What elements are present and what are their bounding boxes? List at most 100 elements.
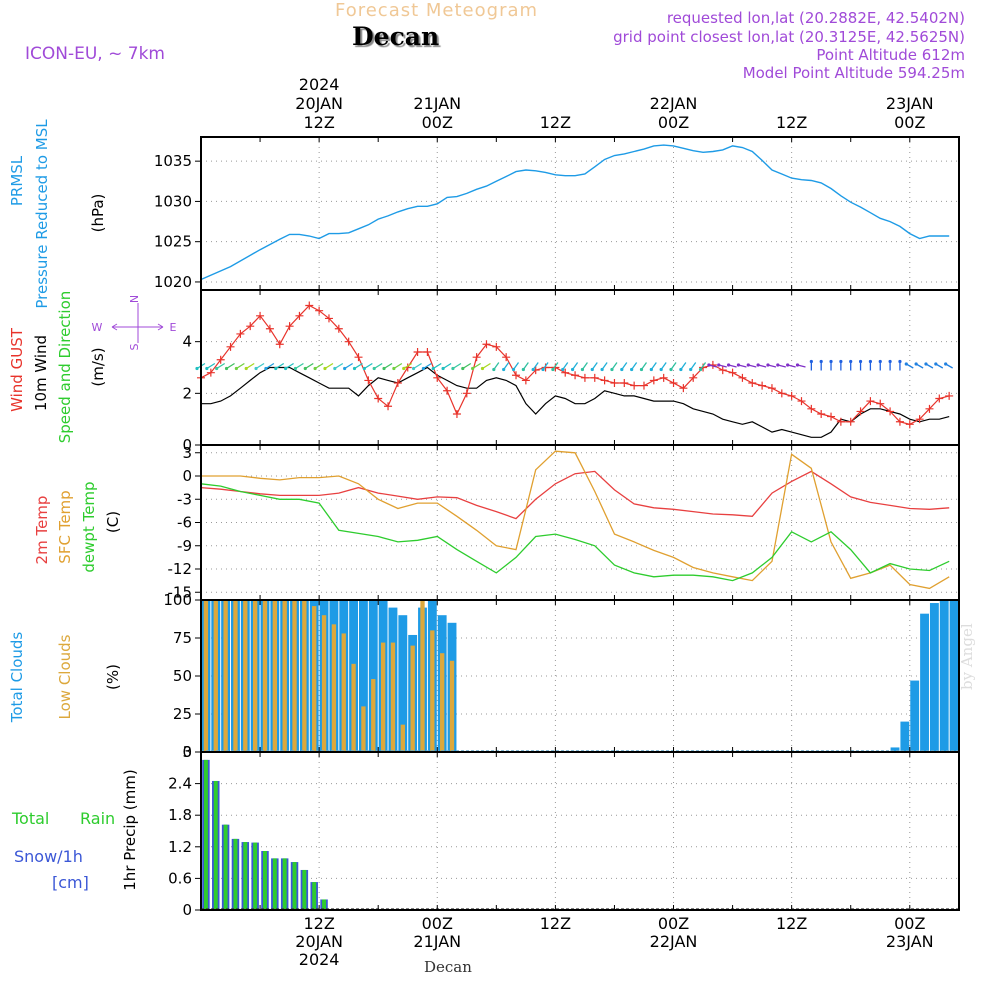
total-clouds-bar	[900, 721, 910, 752]
time-label-bottom: 12Z	[776, 914, 807, 933]
wind-arrow-head	[323, 366, 327, 371]
wind-gust-point	[876, 399, 885, 408]
wind-gust-point	[364, 376, 373, 385]
wind-gust-point	[512, 371, 521, 380]
low-clouds-bar	[252, 600, 258, 752]
time-label-top: 00Z	[894, 113, 925, 132]
y-tick-label: 1030	[154, 192, 192, 210]
low-clouds-bar	[440, 653, 445, 752]
low-clouds-bar	[233, 600, 238, 752]
wind-arrow-head	[521, 367, 525, 372]
wind-arrow-head	[756, 363, 760, 367]
wind-arrow-head	[492, 367, 496, 372]
wind-arrow-head	[382, 366, 386, 371]
wind-arrow-head	[234, 366, 238, 371]
total-clouds-label: Total Clouds	[8, 632, 26, 724]
wind-arrow-head	[421, 366, 426, 371]
time-label-top: 2024	[299, 75, 340, 94]
wind-arrow-head	[839, 359, 843, 364]
wind-gust-point	[462, 389, 471, 398]
y-tick-label: 1.8	[168, 806, 192, 824]
wind-gust-point	[758, 381, 767, 390]
wind-gust-point	[699, 363, 708, 372]
time-label-top: 12Z	[540, 113, 571, 132]
wind-gust-point	[275, 340, 284, 349]
wind-arrow-head	[352, 366, 357, 371]
wind-gust-point	[521, 376, 530, 385]
total-clouds-bar	[929, 603, 939, 752]
clouds-unit-label: (%)	[104, 664, 122, 690]
wind-arrow-head	[620, 367, 624, 372]
y-tick-label: 0	[182, 436, 192, 454]
y-tick-label: -15	[168, 583, 193, 601]
low-clouds-bar	[341, 633, 346, 752]
wind-arrow-head	[858, 359, 863, 364]
y-tick-label: 4	[182, 333, 192, 351]
wind-gust-point	[433, 373, 442, 382]
low-clouds-bar	[420, 600, 425, 752]
y-tick-label: 0	[182, 901, 192, 919]
wind-gust-point	[413, 348, 422, 356]
wind-gust-point	[393, 379, 402, 387]
total-clouds-bar	[890, 747, 900, 752]
y-tick-label: 1025	[154, 233, 192, 251]
low-clouds-bar	[400, 724, 405, 752]
panel-frame	[200, 444, 960, 601]
wind-arrow-head	[561, 367, 565, 372]
wind-gust-point	[777, 389, 786, 398]
low-clouds-bar	[371, 679, 376, 752]
wind-gust-point	[285, 322, 294, 331]
time-label-bottom: 12Z	[540, 914, 571, 933]
y-tick-label: 1035	[154, 152, 192, 170]
wind-arrow-head	[610, 367, 614, 372]
wind-arrow-head	[904, 362, 908, 366]
y-tick-label: 0	[182, 467, 192, 485]
wind-gust-point	[718, 366, 727, 375]
wind-gust-point	[669, 379, 678, 387]
wind-arrow-head	[531, 367, 535, 372]
time-label-top: 23JAN	[886, 94, 934, 113]
wind-arrow-head	[944, 362, 948, 366]
temp-2m-label: 2m Temp	[33, 496, 51, 565]
wind-gust-point	[639, 381, 648, 390]
wind-arrow-head	[441, 366, 445, 371]
total-clouds-bar	[358, 600, 368, 752]
wind-arrow-head	[570, 367, 575, 372]
low-clouds-bar	[410, 645, 415, 752]
wind-gust-point	[295, 311, 304, 320]
snow-label: Snow/1h	[14, 847, 83, 866]
wind-gust-point	[226, 342, 235, 351]
total-clouds-bar	[949, 600, 959, 752]
wind-gust-point	[856, 407, 865, 416]
low-clouds-bar	[203, 600, 209, 752]
total-clouds-bar	[920, 613, 929, 752]
time-label-bottom: 23JAN	[886, 932, 934, 951]
low-clouds-bar	[321, 615, 327, 752]
wind-arrow-head	[590, 367, 594, 372]
wind-gust-point	[384, 402, 393, 411]
wind-gust-point	[246, 322, 255, 331]
total-clouds-bar	[398, 615, 408, 752]
wind-gust-point	[551, 363, 560, 372]
wind-arrow-head	[451, 366, 455, 371]
low-clouds-bar	[243, 600, 248, 752]
wind-gust-point	[659, 373, 668, 382]
wind-arrow-head	[659, 367, 663, 372]
temp-unit-label: (C)	[104, 511, 122, 533]
rain-bar	[233, 838, 238, 910]
wind-gust-point	[945, 391, 954, 400]
wind-arrow-head	[580, 367, 585, 372]
wind-gust-point	[689, 373, 698, 382]
wind-gust-point	[846, 417, 855, 426]
wind-gust-point	[915, 415, 924, 424]
time-label-bottom: 00Z	[658, 914, 689, 933]
y-tick-label: 0	[182, 743, 192, 761]
low-clouds-bar	[430, 630, 435, 752]
rain-bar	[253, 842, 258, 910]
low-clouds-bar	[213, 600, 218, 752]
wind-gust-point	[502, 353, 511, 362]
time-label-bottom: 20JAN	[295, 932, 343, 951]
total-clouds-bar	[939, 600, 949, 752]
wind-gust-point	[827, 412, 836, 421]
